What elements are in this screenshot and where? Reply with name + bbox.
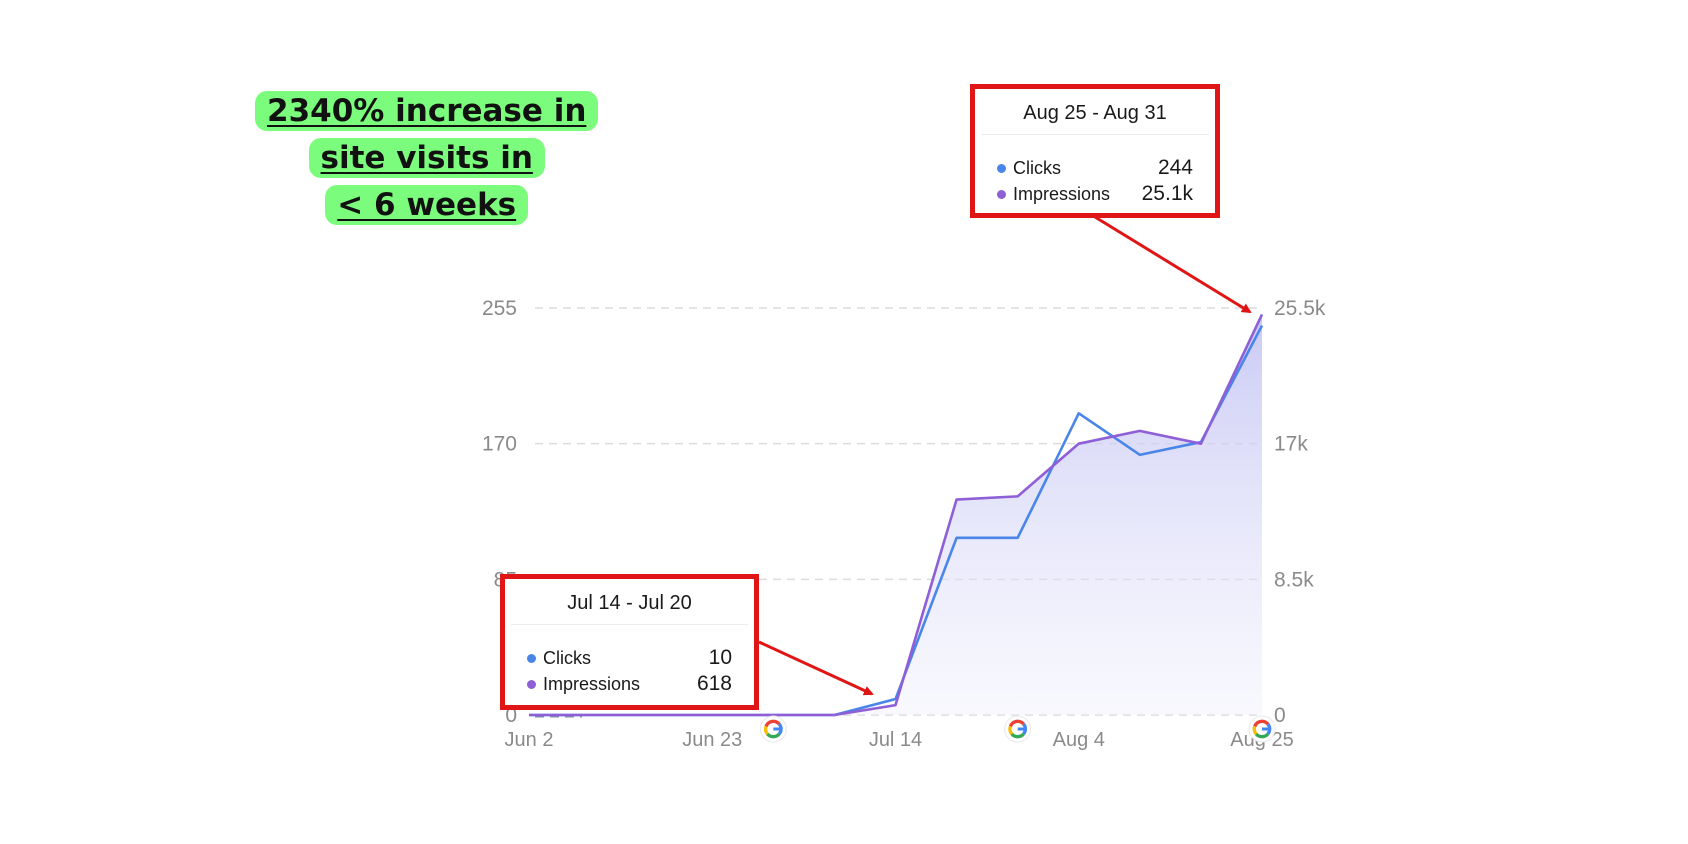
headline-line-2: site visits in <box>308 138 545 178</box>
x-tick-label: Aug 4 <box>1053 729 1105 751</box>
y-right-tick-label: 17k <box>1274 433 1308 456</box>
x-tick-label: Jun 2 <box>505 729 554 751</box>
google-update-icon <box>1004 715 1032 743</box>
tooltip-label: Impressions <box>543 673 641 694</box>
impressions-dot-icon <box>997 190 1006 200</box>
area-fill <box>529 314 1262 715</box>
clicks-dot-icon <box>527 654 536 664</box>
x-tick-label: Jun 23 <box>682 729 742 751</box>
tooltip-value: 10 <box>708 646 732 669</box>
x-tick-label: Jul 14 <box>869 729 922 751</box>
google-update-icon <box>1248 715 1276 743</box>
arrow-to-jul <box>758 640 874 696</box>
tooltip-label: Impressions <box>1013 183 1111 204</box>
headline-line-1: 2340% increase in <box>255 91 599 131</box>
headline-badge: 2340% increase in site visits in < 6 wee… <box>255 88 599 229</box>
y-right-tick-label: 0 <box>1274 704 1286 727</box>
tooltip-title: Jul 14 - Jul 20 <box>511 579 748 625</box>
impressions-area <box>529 314 1262 715</box>
y-left-tick-label: 0 <box>505 704 517 727</box>
tooltip-value: 25.1k <box>1141 182 1193 205</box>
tooltip-row-clicks: Clicks 10 <box>505 645 754 671</box>
clicks-dot-icon <box>997 164 1006 174</box>
y-right-tick-label: 25.5k <box>1274 297 1326 320</box>
google-update-icon <box>759 715 787 743</box>
series-lines <box>529 313 1264 717</box>
tooltip-jul: Jul 14 - Jul 20 Clicks 10 Impressions 61… <box>500 574 759 710</box>
arrow-to-aug <box>1094 215 1252 314</box>
tooltip-aug: Aug 25 - Aug 31 Clicks 244 Impressions 2… <box>970 84 1220 218</box>
impressions-dot-icon <box>527 680 536 690</box>
y-left-tick-label: 170 <box>482 433 517 456</box>
headline-line-3: < 6 weeks <box>325 185 529 225</box>
update-markers <box>759 715 1276 743</box>
tooltip-value: 244 <box>1157 156 1193 179</box>
tooltip-row-clicks: Clicks 244 <box>975 155 1215 181</box>
y-left-tick-label: 255 <box>482 297 517 320</box>
tooltip-value: 618 <box>696 672 732 695</box>
tooltip-row-impressions: Impressions 618 <box>505 671 754 697</box>
tooltip-row-impressions: Impressions 25.1k <box>975 181 1215 207</box>
annotation-arrows <box>758 215 1252 696</box>
tooltip-label: Clicks <box>543 647 591 668</box>
y-right-tick-label: 8.5k <box>1274 568 1314 591</box>
tooltip-label: Clicks <box>1013 157 1061 178</box>
impressions-line <box>529 313 1264 717</box>
tooltip-title: Aug 25 - Aug 31 <box>981 89 1209 135</box>
